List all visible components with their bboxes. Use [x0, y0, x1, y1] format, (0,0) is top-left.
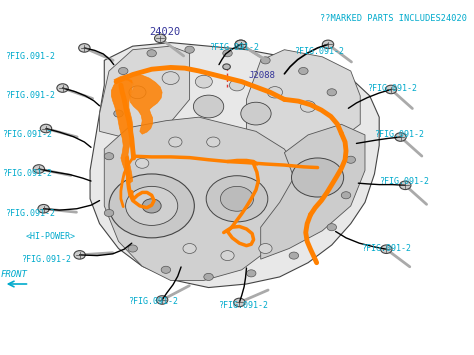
Polygon shape: [114, 74, 162, 134]
Text: ?FIG.091-2: ?FIG.091-2: [361, 244, 411, 253]
Circle shape: [129, 86, 146, 99]
Polygon shape: [246, 50, 360, 153]
Circle shape: [74, 251, 85, 259]
Text: J2088: J2088: [249, 71, 276, 80]
Circle shape: [220, 186, 254, 211]
Circle shape: [267, 87, 283, 98]
Circle shape: [183, 244, 196, 253]
Polygon shape: [261, 124, 365, 259]
Polygon shape: [100, 46, 190, 138]
Text: ?FIG.091-2: ?FIG.091-2: [2, 130, 52, 140]
Circle shape: [104, 153, 114, 160]
Circle shape: [128, 245, 137, 252]
Circle shape: [223, 50, 232, 57]
Circle shape: [207, 137, 220, 147]
Circle shape: [185, 46, 194, 53]
Circle shape: [126, 186, 178, 225]
Circle shape: [327, 89, 337, 96]
Circle shape: [395, 133, 406, 141]
Text: ?FIG.091-2: ?FIG.091-2: [379, 176, 429, 186]
Polygon shape: [111, 79, 133, 185]
Circle shape: [301, 101, 316, 112]
Text: <HI-POWER>: <HI-POWER>: [26, 231, 76, 241]
Text: ?FIG.091-2: ?FIG.091-2: [209, 43, 258, 53]
Circle shape: [104, 209, 114, 217]
Circle shape: [234, 298, 245, 307]
Text: ?FIG.091-2: ?FIG.091-2: [2, 169, 52, 179]
Circle shape: [206, 176, 268, 222]
Text: ??MARKED PARTS INCLUDES24020: ??MARKED PARTS INCLUDES24020: [320, 14, 467, 23]
Text: ?FIG.091-2: ?FIG.091-2: [367, 84, 417, 93]
Circle shape: [292, 158, 344, 197]
Circle shape: [57, 84, 68, 92]
Circle shape: [299, 67, 308, 75]
Circle shape: [204, 273, 213, 280]
Circle shape: [169, 137, 182, 147]
Circle shape: [241, 102, 271, 125]
Circle shape: [79, 44, 90, 52]
Circle shape: [381, 245, 392, 253]
Circle shape: [33, 165, 45, 173]
Circle shape: [246, 270, 256, 277]
Circle shape: [162, 72, 179, 84]
Polygon shape: [90, 43, 379, 288]
Circle shape: [346, 156, 356, 163]
Text: ?FIG.091-2: ?FIG.091-2: [5, 52, 55, 61]
Circle shape: [156, 296, 168, 304]
Circle shape: [341, 192, 351, 199]
Circle shape: [400, 181, 411, 190]
Circle shape: [193, 95, 224, 118]
Circle shape: [40, 124, 52, 133]
Text: FRONT: FRONT: [0, 270, 27, 279]
Circle shape: [136, 158, 149, 168]
Text: ?FIG.091-2: ?FIG.091-2: [5, 208, 55, 218]
Text: ?FIG.091-2: ?FIG.091-2: [218, 301, 268, 310]
Circle shape: [142, 199, 161, 213]
Text: 24020: 24020: [149, 27, 181, 37]
Circle shape: [385, 85, 397, 94]
Circle shape: [38, 204, 49, 213]
Circle shape: [235, 40, 246, 49]
Polygon shape: [104, 117, 299, 280]
Circle shape: [235, 40, 246, 49]
Circle shape: [261, 57, 270, 64]
Circle shape: [223, 64, 230, 70]
Circle shape: [147, 50, 156, 57]
Circle shape: [109, 174, 194, 238]
Circle shape: [259, 244, 272, 253]
Circle shape: [327, 224, 337, 231]
Text: ?FIG.091-2: ?FIG.091-2: [5, 91, 55, 100]
Text: ?FIG.091-2: ?FIG.091-2: [294, 47, 344, 56]
Circle shape: [229, 80, 245, 91]
Text: ?FIG.091-2: ?FIG.091-2: [374, 130, 424, 140]
Circle shape: [322, 40, 334, 49]
Circle shape: [161, 266, 171, 273]
Circle shape: [221, 251, 234, 261]
Circle shape: [195, 75, 212, 88]
Circle shape: [114, 110, 123, 117]
Circle shape: [289, 252, 299, 259]
Circle shape: [155, 34, 166, 43]
Text: ?FIG.091-2: ?FIG.091-2: [21, 255, 71, 264]
Circle shape: [118, 67, 128, 75]
Text: ?FIG.091-2: ?FIG.091-2: [128, 297, 178, 306]
